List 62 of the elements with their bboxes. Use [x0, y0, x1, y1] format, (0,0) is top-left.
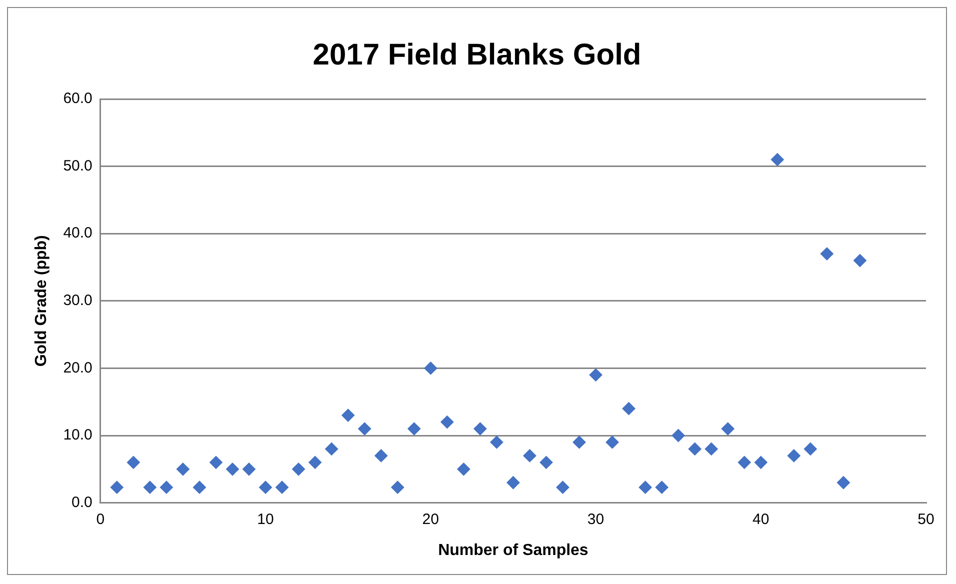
point: [606, 436, 619, 449]
point: [358, 422, 372, 436]
point: [688, 442, 702, 456]
point: [276, 480, 289, 494]
point: [342, 408, 355, 422]
x-tick-label: 20: [422, 510, 439, 528]
point: [226, 462, 239, 476]
x-tick-label: 30: [587, 510, 604, 528]
point: [176, 462, 190, 476]
point: [110, 480, 124, 494]
point: [638, 480, 652, 494]
chart-title: 2017 Field Blanks Gold: [312, 38, 642, 72]
point: [143, 480, 156, 494]
point: [160, 480, 173, 494]
x-tick-label: 40: [752, 510, 770, 528]
point: [655, 480, 668, 494]
point: [804, 442, 817, 456]
point: [540, 456, 553, 469]
x-tick-label: 0: [96, 510, 105, 528]
point: [408, 422, 421, 436]
point: [192, 480, 206, 494]
x-axis-title: Number of Samples: [438, 542, 588, 559]
x-tick-label: 10: [257, 510, 274, 528]
point: [242, 462, 256, 476]
point: [440, 416, 454, 429]
y-tick-label: 30.0: [63, 292, 92, 310]
point: [126, 456, 140, 469]
point: [820, 247, 834, 260]
y-tick-label: 50.0: [63, 157, 92, 174]
point: [704, 442, 718, 456]
point: [506, 476, 520, 490]
point: [738, 456, 751, 469]
point: [721, 422, 734, 436]
y-axis-title: Gold Grade (ppb): [33, 235, 50, 367]
y-tick-label: 60.0: [63, 90, 92, 108]
point: [457, 462, 470, 476]
y-tick-label: 0.0: [72, 494, 92, 511]
point: [556, 480, 570, 494]
point: [325, 442, 338, 456]
point: [836, 476, 850, 490]
point: [754, 456, 768, 469]
point: [374, 449, 388, 462]
point: [787, 449, 800, 462]
point: [523, 449, 536, 462]
point: [209, 456, 222, 469]
point: [424, 362, 438, 375]
point: [259, 480, 272, 494]
y-tick-label: 10.0: [63, 426, 92, 444]
point: [672, 429, 685, 442]
point: [308, 456, 322, 469]
point: [853, 254, 866, 268]
x-tick-label: 50: [918, 510, 934, 528]
point: [589, 368, 602, 382]
point: [770, 153, 784, 166]
y-tick-label: 20.0: [63, 359, 92, 376]
point: [490, 436, 504, 449]
y-tick-label: 40.0: [63, 224, 92, 242]
point: [474, 422, 487, 436]
point: [391, 480, 404, 494]
point: [572, 436, 586, 449]
point: [292, 462, 306, 476]
point: [622, 402, 636, 416]
